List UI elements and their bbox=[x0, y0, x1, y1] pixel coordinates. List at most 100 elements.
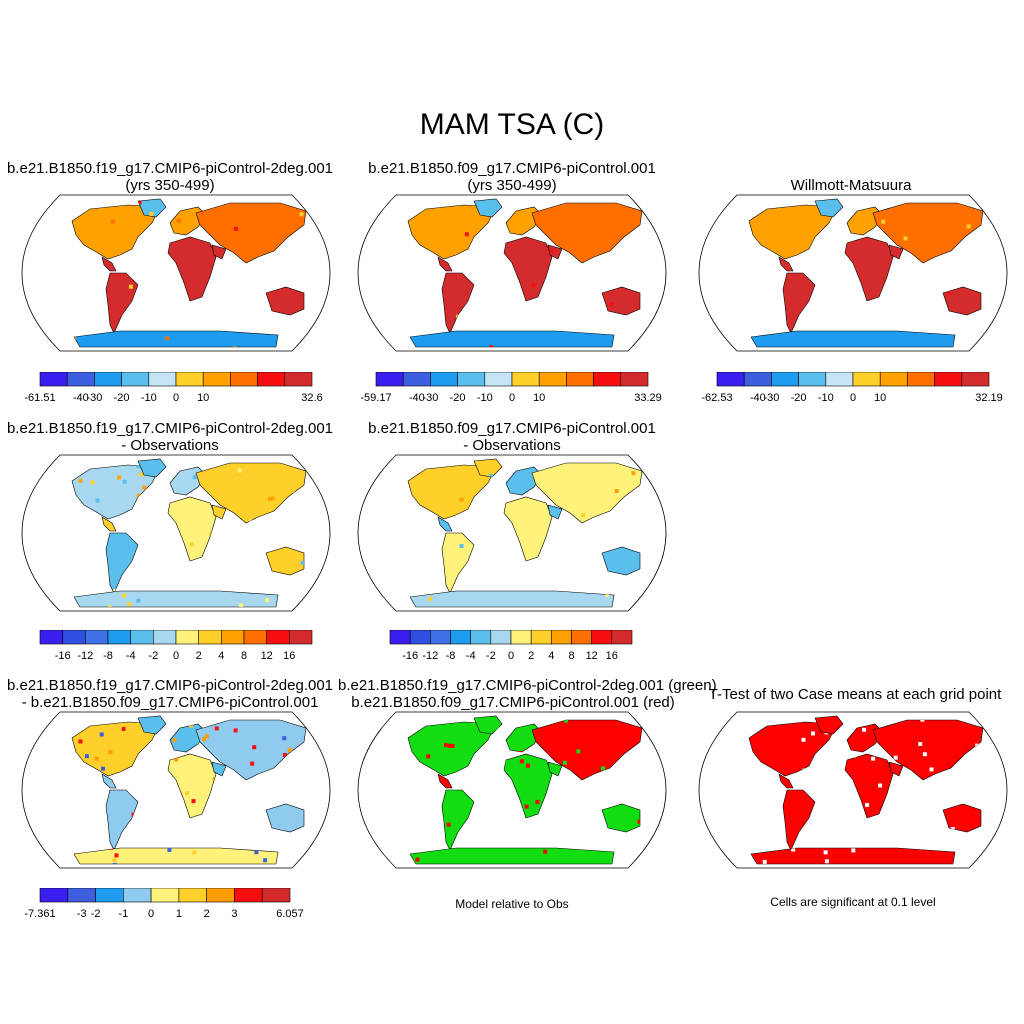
colorbar-swatch bbox=[798, 372, 827, 387]
colorbar-swatch bbox=[450, 630, 472, 645]
colorbar-tick-label: -20 bbox=[450, 392, 466, 404]
panel-7-title-line1: b.e21.B1850.f19_g17.CMIP6-piControl-2deg… bbox=[338, 677, 717, 694]
colorbar-tick-label: 8 bbox=[568, 650, 574, 662]
land-ca bbox=[101, 256, 117, 272]
colorbar-tick-label: -16 bbox=[55, 650, 71, 662]
colorbar-tick-label: -8 bbox=[446, 650, 456, 662]
land-au bbox=[601, 803, 641, 833]
colorbar-tick-label: -16 bbox=[402, 650, 418, 662]
land-au bbox=[265, 546, 305, 576]
panel-7-map bbox=[357, 711, 667, 869]
colorbar-tick-label: 2 bbox=[196, 650, 202, 662]
land-ar bbox=[547, 244, 563, 260]
colorbar-swatch bbox=[148, 372, 177, 387]
colorbar-swatch bbox=[571, 630, 593, 645]
panel-5-map bbox=[357, 454, 667, 612]
land-af bbox=[167, 236, 217, 302]
colorbar-swatch bbox=[484, 372, 513, 387]
panel-8-title-line1: T-Test of two Case means at each grid po… bbox=[708, 686, 1002, 703]
land-ca bbox=[778, 773, 794, 789]
land-as bbox=[872, 719, 984, 781]
colorbar-swatch bbox=[716, 372, 745, 387]
colorbar-swatch bbox=[85, 630, 109, 645]
colorbar-swatch bbox=[907, 372, 935, 387]
colorbar-swatch bbox=[202, 372, 231, 387]
colorbar-swatch bbox=[39, 372, 68, 387]
colorbar-tick-label: -4 bbox=[466, 650, 476, 662]
colorbar-tick-label: 4 bbox=[218, 650, 224, 662]
colorbar-swatch bbox=[261, 888, 291, 903]
colorbar-swatch bbox=[62, 630, 86, 645]
colorbar-tick-label: -62.53 bbox=[701, 392, 732, 404]
colorbar-swatch bbox=[538, 372, 567, 387]
colorbar-swatch bbox=[530, 630, 552, 645]
colorbar-tick-label: -40 bbox=[73, 392, 89, 404]
land-an bbox=[409, 847, 615, 865]
colorbar-swatch bbox=[620, 372, 649, 387]
panel-1-map bbox=[21, 194, 331, 352]
colorbar-tick-label: 1 bbox=[176, 908, 182, 920]
colorbar-swatch bbox=[566, 372, 594, 387]
colorbar-swatch bbox=[95, 888, 124, 903]
colorbar-tick-label: -40 bbox=[409, 392, 425, 404]
panel-2-title-line2: (yrs 350-499) bbox=[467, 177, 557, 194]
land-gr bbox=[814, 198, 844, 218]
colorbar-swatch bbox=[121, 372, 150, 387]
colorbar-swatch bbox=[123, 888, 152, 903]
colorbar-tick-label: 0 bbox=[173, 392, 179, 404]
land-af bbox=[844, 753, 894, 819]
colorbar-swatch bbox=[175, 372, 204, 387]
colorbar-tick-label: 0 bbox=[508, 650, 514, 662]
colorbar-tick-label: -12 bbox=[77, 650, 93, 662]
land-gr bbox=[473, 198, 503, 218]
land-af bbox=[167, 753, 217, 819]
colorbar-swatch bbox=[409, 630, 431, 645]
colorbar-swatch bbox=[284, 372, 313, 387]
colorbar-tick-label: -10 bbox=[818, 392, 834, 404]
colorbar-tick-label: -59.17 bbox=[360, 392, 391, 404]
panel-5-title-line2: - Observations bbox=[463, 437, 561, 454]
colorbar-tick-label: 12 bbox=[261, 650, 273, 662]
colorbar-swatch bbox=[961, 372, 990, 387]
panel-7-title-line2: b.e21.B1850.f09_g17.CMIP6-piControl.001 … bbox=[351, 694, 675, 711]
colorbar-swatch bbox=[430, 372, 458, 387]
land-sa bbox=[441, 532, 475, 594]
land-af bbox=[167, 496, 217, 562]
colorbar-swatch bbox=[257, 372, 286, 387]
land-ar bbox=[547, 761, 563, 777]
panel-2-title-line1: b.e21.B1850.f09_g17.CMIP6-piControl.001 bbox=[368, 160, 656, 177]
colorbar-tick-label: -40 bbox=[750, 392, 766, 404]
colorbar-swatch bbox=[66, 372, 95, 387]
colorbar-swatch bbox=[107, 630, 132, 645]
colorbar-swatch bbox=[130, 630, 154, 645]
panel-6-title-line2: - b.e21.B1850.f09_g17.CMIP6-piControl.00… bbox=[21, 694, 319, 711]
colorbar-tick-label: 12 bbox=[586, 650, 598, 662]
colorbar-tick-label: 3 bbox=[231, 908, 237, 920]
panel-4-title-line2: - Observations bbox=[121, 437, 219, 454]
land-ca bbox=[778, 256, 794, 272]
colorbar-tick-label: -30 bbox=[86, 392, 102, 404]
land-ca bbox=[437, 773, 453, 789]
panel-6-title-line1: b.e21.B1850.f19_g17.CMIP6-piControl-2deg… bbox=[6, 677, 334, 694]
colorbar-tick-label: 2 bbox=[528, 650, 534, 662]
panel-3-title: Willmott-Matsuura bbox=[686, 177, 1016, 194]
land-au bbox=[265, 286, 305, 316]
colorbar-swatch bbox=[771, 372, 799, 387]
land-as bbox=[531, 202, 643, 264]
land-an bbox=[409, 330, 615, 348]
land-sa bbox=[105, 532, 139, 594]
land-af bbox=[503, 496, 553, 562]
colorbar-swatch bbox=[243, 630, 268, 645]
panel-8-title: T-Test of two Case means at each grid po… bbox=[686, 686, 1024, 703]
colorbar-swatch bbox=[206, 888, 235, 903]
panel-7-note: Model relative to Obs bbox=[455, 897, 569, 911]
panel-4-map bbox=[21, 454, 331, 612]
land-gr bbox=[137, 198, 167, 218]
panel-3-title-line1: Willmott-Matsuura bbox=[790, 177, 912, 194]
colorbar-tick-label: 33.29 bbox=[634, 392, 662, 404]
land-ca bbox=[101, 516, 117, 532]
colorbar-swatch bbox=[375, 372, 404, 387]
land-an bbox=[73, 590, 279, 608]
land-an bbox=[750, 847, 956, 865]
land-gr bbox=[814, 715, 844, 735]
